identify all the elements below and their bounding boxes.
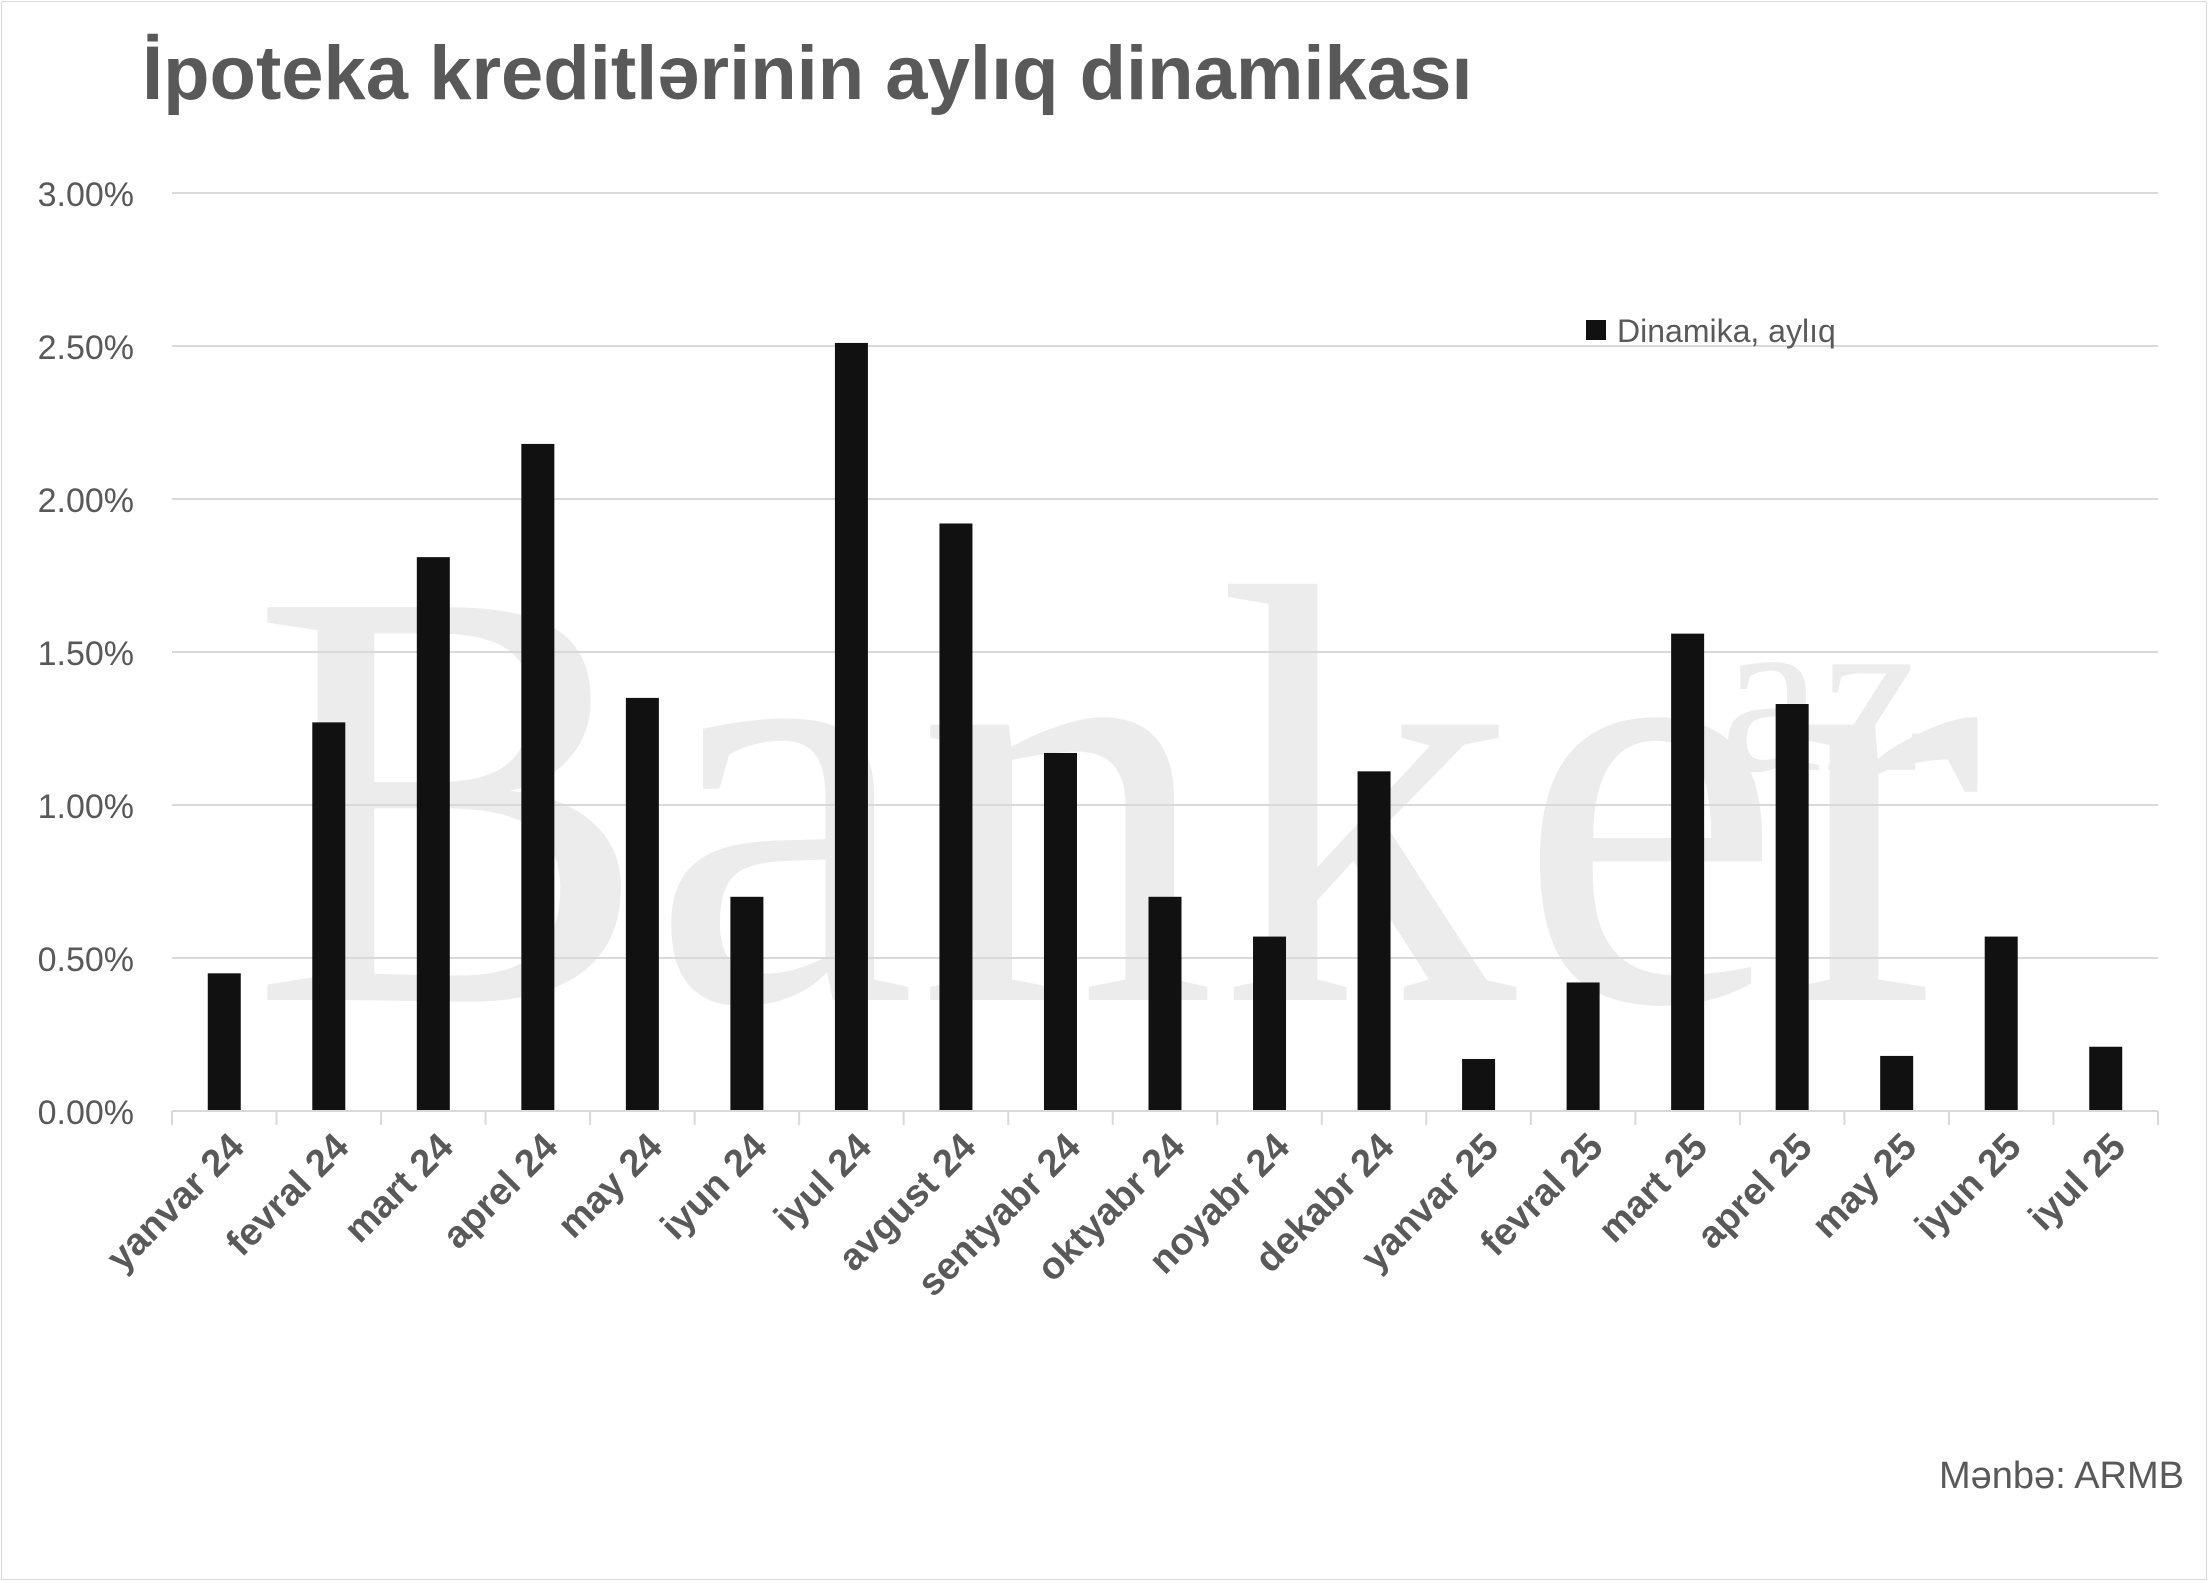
bar <box>625 697 659 1111</box>
bar <box>730 896 764 1111</box>
bar <box>1984 936 2018 1111</box>
x-tick-label: aprel 25 <box>1689 1126 1820 1257</box>
x-tick-label: iyun 24 <box>653 1126 775 1248</box>
bar <box>1462 1058 1496 1111</box>
bar <box>1671 633 1705 1111</box>
bar <box>1043 752 1077 1111</box>
x-tick-label: iyul 25 <box>2021 1126 2134 1239</box>
bars <box>207 342 2123 1111</box>
legend-swatch <box>1586 320 1606 340</box>
bar <box>1775 704 1809 1111</box>
bar <box>207 973 241 1111</box>
bar <box>312 722 346 1111</box>
bar <box>521 443 555 1111</box>
bar <box>416 557 450 1111</box>
y-tick-label: 3.00% <box>38 176 134 214</box>
bar <box>1880 1055 1914 1111</box>
y-tick-label: 0.50% <box>38 941 134 979</box>
x-tick-label: aprel 24 <box>435 1126 566 1257</box>
bar <box>1357 771 1391 1111</box>
y-tick-label: 0.00% <box>38 1094 134 1132</box>
y-tick-label: 2.50% <box>38 329 134 367</box>
x-tick-label: iyun 25 <box>1907 1126 2029 1248</box>
bar <box>2089 1046 2123 1111</box>
y-tick-label: 2.00% <box>38 482 134 520</box>
x-tick-label: may 24 <box>550 1126 671 1247</box>
bar <box>1253 936 1287 1111</box>
bar <box>939 523 973 1111</box>
watermark-logo: Banker az <box>250 465 1983 1130</box>
legend: Dinamika, aylıq <box>1586 313 1836 349</box>
watermark-suffix: az <box>1720 565 1924 820</box>
source-note: Mənbə: ARMB <box>1939 1455 2184 1497</box>
y-tick-label: 1.50% <box>38 635 134 673</box>
x-tick-label: may 25 <box>1804 1126 1925 1247</box>
bar <box>1148 896 1182 1111</box>
y-tick-label: 1.00% <box>38 788 134 826</box>
bar <box>1566 982 1600 1111</box>
x-tick-label: yanvar 24 <box>99 1126 253 1280</box>
bar <box>834 342 868 1111</box>
chart-title: İpoteka kreditlərinin aylıq dinamikası <box>142 31 1473 116</box>
y-axis: 0.00% 0.50% 1.00% 1.50% 2.00% 2.50% 3.00% <box>38 176 134 1132</box>
legend-label: Dinamika, aylıq <box>1617 313 1836 349</box>
gridlines <box>172 192 2158 959</box>
